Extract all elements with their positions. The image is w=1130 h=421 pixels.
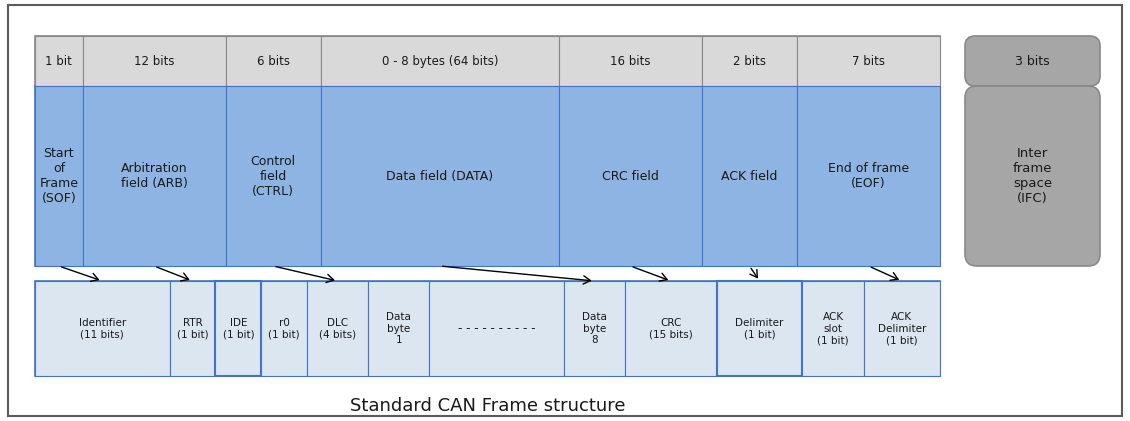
- Bar: [216, 281, 261, 376]
- Text: Identifier
(11 bits): Identifier (11 bits): [79, 318, 125, 339]
- Text: r0
(1 bit): r0 (1 bit): [268, 318, 299, 339]
- Bar: [170, 281, 216, 376]
- Bar: [564, 281, 625, 376]
- Text: Control
field
(CTRL): Control field (CTRL): [251, 155, 296, 197]
- Text: ACK
slot
(1 bit): ACK slot (1 bit): [817, 312, 849, 345]
- Text: Inter
frame
space
(IFC): Inter frame space (IFC): [1012, 147, 1052, 205]
- Bar: [82, 86, 226, 266]
- Bar: [797, 36, 940, 86]
- Bar: [625, 281, 716, 376]
- Text: Delimiter
(1 bit): Delimiter (1 bit): [736, 318, 784, 339]
- Bar: [797, 86, 940, 266]
- Bar: [35, 36, 82, 86]
- Text: 1 bit: 1 bit: [45, 54, 72, 67]
- Bar: [863, 281, 940, 376]
- Bar: [559, 36, 702, 86]
- Bar: [702, 36, 797, 86]
- Bar: [82, 36, 226, 86]
- Bar: [226, 86, 321, 266]
- Text: Arbitration
field (ARB): Arbitration field (ARB): [121, 162, 188, 190]
- Text: DLC
(4 bits): DLC (4 bits): [319, 318, 356, 339]
- Text: ACK
Delimiter
(1 bit): ACK Delimiter (1 bit): [878, 312, 925, 345]
- Text: Data field (DATA): Data field (DATA): [386, 170, 494, 182]
- Text: 2 bits: 2 bits: [733, 54, 766, 67]
- Bar: [35, 36, 940, 86]
- Text: - - - - - - - - - -: - - - - - - - - - -: [458, 322, 536, 335]
- Text: 6 bits: 6 bits: [257, 54, 289, 67]
- Text: 7 bits: 7 bits: [852, 54, 885, 67]
- Text: RTR
(1 bit): RTR (1 bit): [176, 318, 208, 339]
- Bar: [35, 281, 170, 376]
- Text: Standard CAN Frame structure: Standard CAN Frame structure: [350, 397, 625, 415]
- Bar: [35, 86, 82, 266]
- Bar: [716, 281, 802, 376]
- FancyBboxPatch shape: [965, 86, 1099, 266]
- Bar: [35, 86, 940, 266]
- Bar: [321, 36, 559, 86]
- Text: ACK field: ACK field: [721, 170, 777, 182]
- Text: Start
of
Frame
(SOF): Start of Frame (SOF): [40, 147, 78, 205]
- Text: 16 bits: 16 bits: [610, 54, 651, 67]
- Bar: [35, 281, 940, 376]
- Text: End of frame
(EOF): End of frame (EOF): [828, 162, 910, 190]
- Text: CRC
(15 bits): CRC (15 bits): [649, 318, 693, 339]
- Bar: [702, 86, 797, 266]
- Bar: [321, 86, 559, 266]
- Text: 0 - 8 bytes (64 bits): 0 - 8 bytes (64 bits): [382, 54, 498, 67]
- Text: CRC field: CRC field: [602, 170, 659, 182]
- Text: 12 bits: 12 bits: [133, 54, 174, 67]
- Bar: [429, 281, 564, 376]
- Text: Data
byte
8: Data byte 8: [582, 312, 607, 345]
- Text: 3 bits: 3 bits: [1015, 54, 1050, 67]
- Bar: [226, 36, 321, 86]
- Bar: [261, 281, 307, 376]
- Text: IDE
(1 bit): IDE (1 bit): [223, 318, 254, 339]
- Bar: [368, 281, 429, 376]
- Bar: [559, 86, 702, 266]
- Text: Data
byte
1: Data byte 1: [386, 312, 411, 345]
- FancyBboxPatch shape: [965, 36, 1099, 86]
- Bar: [307, 281, 368, 376]
- Bar: [802, 281, 863, 376]
